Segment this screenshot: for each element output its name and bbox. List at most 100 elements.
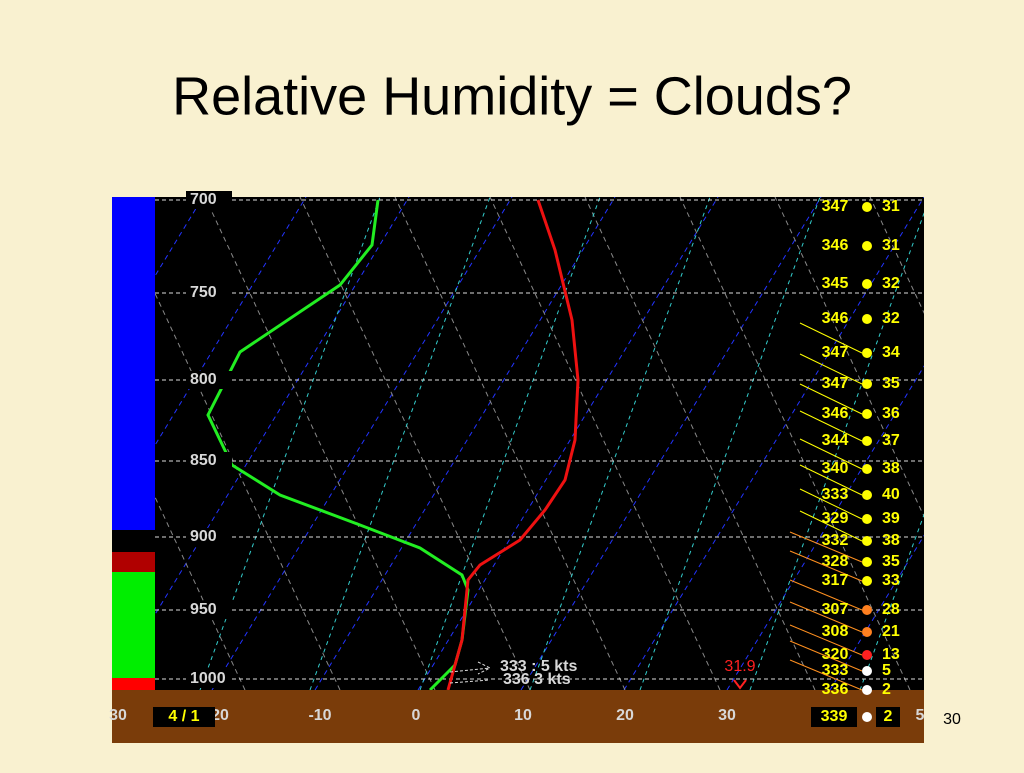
wind-annotation: 336 3 kts — [503, 671, 571, 688]
pressure-label: 900 — [190, 528, 217, 545]
pressure-label: 950 — [190, 601, 217, 618]
surface-box — [811, 707, 857, 727]
dry-adiabat — [679, 197, 911, 690]
wind-theta: 336 — [822, 681, 849, 698]
temperature-label: 30 — [109, 707, 127, 724]
wind-dot — [862, 202, 872, 212]
wind-barb — [789, 550, 863, 582]
wind-theta: 329 — [822, 510, 849, 527]
temperature-label: 30 — [718, 707, 736, 724]
slide-title: Relative Humidity = Clouds? — [172, 66, 852, 126]
label-bg — [186, 191, 232, 209]
wind-speed: 39 — [882, 510, 900, 527]
wind-dot — [862, 348, 872, 358]
wind-barb — [799, 383, 863, 415]
wind-speed: 33 — [882, 572, 900, 589]
wind-dot — [862, 666, 872, 676]
dry-adiabat — [204, 197, 436, 690]
wind-speed: 38 — [882, 532, 900, 549]
pressure-label: 700 — [190, 191, 217, 208]
wind-theta: 347 — [822, 344, 849, 361]
temperature-label: 10 — [514, 707, 532, 724]
wind-speed: 21 — [882, 623, 900, 640]
temperature-label: 0 — [412, 707, 421, 724]
dry-adiabat — [489, 197, 721, 690]
wind-speed: 2 — [882, 681, 891, 698]
isotherm — [623, 197, 924, 690]
label-bg — [186, 528, 232, 546]
wind-theta: 328 — [822, 553, 849, 570]
wind-dot — [862, 464, 872, 474]
wind-speed: 34 — [882, 344, 900, 361]
dry-adiabat — [155, 292, 341, 690]
wind-speed: 31 — [882, 237, 900, 254]
wind-dot — [862, 241, 872, 251]
wind-barb — [799, 510, 863, 542]
wind-barb — [799, 438, 863, 470]
wind-theta: 347 — [822, 375, 849, 392]
wind-dot — [862, 409, 872, 419]
wind-speed: 36 — [882, 405, 900, 422]
wind-dot — [862, 379, 872, 389]
wind-barb — [789, 601, 863, 633]
surface-speed: 2 — [884, 708, 893, 725]
isotherm — [520, 197, 822, 690]
isotherm — [211, 197, 513, 690]
dry-adiabat — [299, 197, 531, 690]
isotherm — [726, 365, 924, 690]
wind-barb — [799, 410, 863, 442]
max-temp-annotation: 31.9 — [724, 658, 755, 675]
wind-dot — [862, 436, 872, 446]
wind-dot — [862, 490, 872, 500]
wind-theta: 347 — [822, 198, 849, 215]
wind-dot — [862, 514, 872, 524]
wind-barb — [789, 624, 863, 656]
wind-dot — [862, 314, 872, 324]
dry-adiabat — [394, 197, 626, 690]
wind-dot — [862, 605, 872, 615]
dry-adiabat — [584, 197, 816, 690]
wind-barb — [799, 322, 863, 354]
wind-theta: 333 — [822, 486, 849, 503]
surface-dot — [862, 712, 872, 722]
isotherm — [155, 197, 410, 616]
wind-speed: 35 — [882, 375, 900, 392]
wind-theta: 346 — [822, 405, 849, 422]
slide-number: 30 — [943, 711, 961, 728]
pressure-label: 750 — [190, 284, 217, 301]
temperature-strip — [112, 690, 924, 743]
wind-dot — [862, 576, 872, 586]
label-bg — [186, 452, 232, 470]
wind-barb — [799, 488, 863, 520]
dry-adiabat — [869, 197, 924, 314]
wind-theta: 317 — [822, 572, 849, 589]
wind-speed: 38 — [882, 460, 900, 477]
wind-barb — [799, 464, 863, 496]
wind-barb — [789, 640, 863, 672]
wind-barb — [799, 353, 863, 385]
wind-dot — [862, 279, 872, 289]
date-label: 4 / 1 — [168, 708, 199, 725]
wind-barb — [789, 659, 863, 691]
cloud-bar-darkred — [112, 552, 155, 572]
max-temp-marker — [733, 679, 747, 690]
wind-speed: 31 — [882, 198, 900, 215]
temperature-label: 20 — [616, 707, 634, 724]
arrow — [449, 661, 492, 684]
label-bg — [186, 670, 232, 688]
wind-theta: 307 — [822, 601, 849, 618]
temperature-label: -10 — [308, 707, 331, 724]
wind-dot — [862, 627, 872, 637]
wind-speed: 5 — [882, 662, 891, 679]
wind-theta: 320 — [822, 646, 849, 663]
temperature-label: 5 — [916, 707, 925, 724]
wind-theta: 340 — [822, 460, 849, 477]
pressure-label: 850 — [190, 452, 217, 469]
wind-dot — [862, 685, 872, 695]
wind-speed: 28 — [882, 601, 900, 618]
pressure-label: 800 — [190, 371, 217, 388]
wind-dot — [862, 536, 872, 546]
surface-speed-box — [876, 707, 900, 727]
wind-dot — [862, 557, 872, 567]
temperature-label: 20 — [211, 707, 229, 724]
